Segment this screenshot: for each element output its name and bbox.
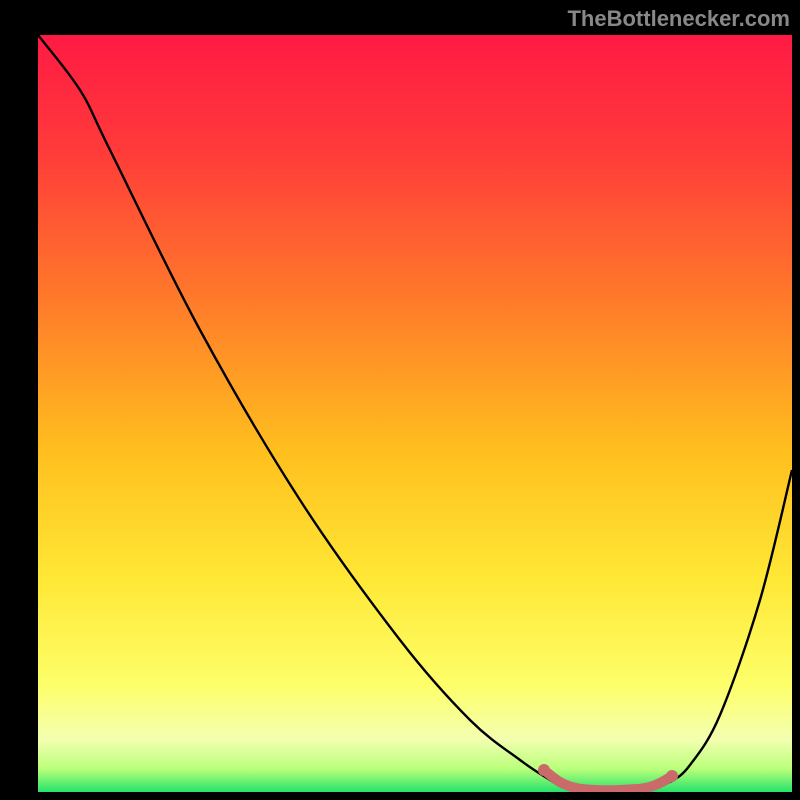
sweet-spot-dot (666, 770, 678, 782)
bottleneck-chart (0, 0, 800, 800)
gradient-background (38, 35, 792, 792)
sweet-spot-dot (538, 764, 550, 776)
watermark-text: TheBottlenecker.com (567, 6, 790, 32)
